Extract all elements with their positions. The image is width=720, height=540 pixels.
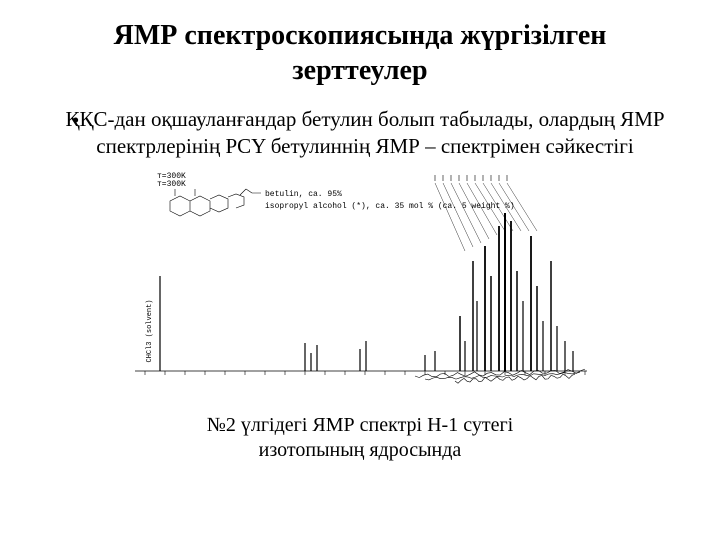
bullet-dot-icon: • <box>72 107 79 134</box>
caption-line-1: №2 үлгідегі ЯМР спектрі Н-1 сутегі <box>207 414 513 436</box>
spectrum-header-labels: betulin, ca. 95% isopropyl alcohol (*), … <box>265 189 515 213</box>
bullet-text: ҚҚС-дан оқшауланғандар бетулин болып таб… <box>65 107 664 158</box>
betulin-label: betulin, ca. 95% <box>265 189 515 201</box>
svg-text:CHCl3 (solvent): CHCl3 (solvent) <box>146 299 154 362</box>
figure-caption: №2 үлгідегі ЯМР спектрі Н-1 сутегі изото… <box>0 401 720 463</box>
title-line-1: ЯМР спектроскопиясында жүргізілген <box>114 20 607 51</box>
bullet-paragraph: • ҚҚС-дан оқшауланғандар бетулин болып т… <box>0 98 720 165</box>
slide-title: ЯМР спектроскопиясында жүргізілген зертт… <box>0 0 720 98</box>
temp-label-2: т=300K <box>157 181 186 190</box>
temperature-labels: т=300K т=300K <box>157 173 186 191</box>
title-line-2: зерттеулер <box>292 55 427 86</box>
nmr-spectrum-figure: т=300K т=300K betulin, ca. 95% isopropyl… <box>125 171 595 401</box>
solvent-percent-label: isopropyl alcohol (*), ca. 35 mol % (ca.… <box>265 201 515 213</box>
caption-line-2: изотопының ядросында <box>259 439 462 461</box>
